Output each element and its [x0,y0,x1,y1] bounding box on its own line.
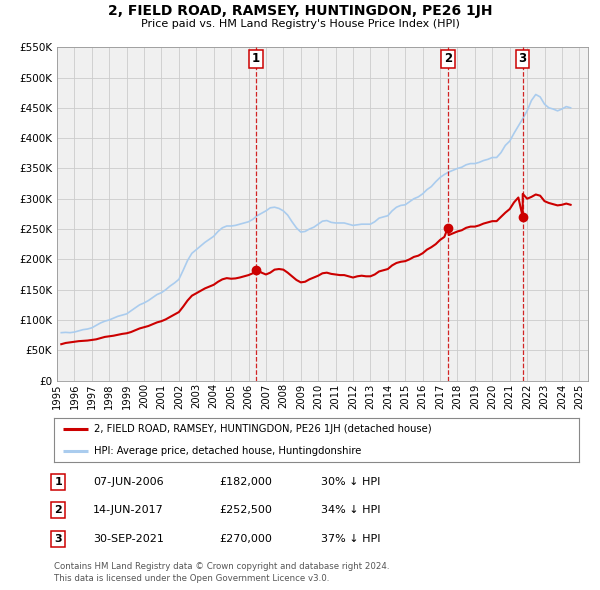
Text: 37% ↓ HPI: 37% ↓ HPI [321,534,380,543]
Text: Price paid vs. HM Land Registry's House Price Index (HPI): Price paid vs. HM Land Registry's House … [140,19,460,30]
Text: 2, FIELD ROAD, RAMSEY, HUNTINGDON, PE26 1JH: 2, FIELD ROAD, RAMSEY, HUNTINGDON, PE26 … [108,4,492,18]
Text: 3: 3 [55,534,62,543]
Text: £270,000: £270,000 [219,534,272,543]
Text: 30-SEP-2021: 30-SEP-2021 [93,534,164,543]
Text: HPI: Average price, detached house, Huntingdonshire: HPI: Average price, detached house, Hunt… [94,446,362,456]
Text: Contains HM Land Registry data © Crown copyright and database right 2024.: Contains HM Land Registry data © Crown c… [54,562,389,571]
Text: £182,000: £182,000 [219,477,272,487]
Text: 14-JUN-2017: 14-JUN-2017 [93,506,164,515]
Text: £252,500: £252,500 [219,506,272,515]
Text: 30% ↓ HPI: 30% ↓ HPI [321,477,380,487]
Text: 2, FIELD ROAD, RAMSEY, HUNTINGDON, PE26 1JH (detached house): 2, FIELD ROAD, RAMSEY, HUNTINGDON, PE26 … [94,424,432,434]
Text: 1: 1 [252,52,260,65]
Text: 2: 2 [55,506,62,515]
Text: 1: 1 [55,477,62,487]
Text: 3: 3 [518,52,527,65]
Text: This data is licensed under the Open Government Licence v3.0.: This data is licensed under the Open Gov… [54,573,329,583]
Text: 07-JUN-2006: 07-JUN-2006 [93,477,164,487]
Text: 34% ↓ HPI: 34% ↓ HPI [321,506,380,515]
Text: 2: 2 [444,52,452,65]
